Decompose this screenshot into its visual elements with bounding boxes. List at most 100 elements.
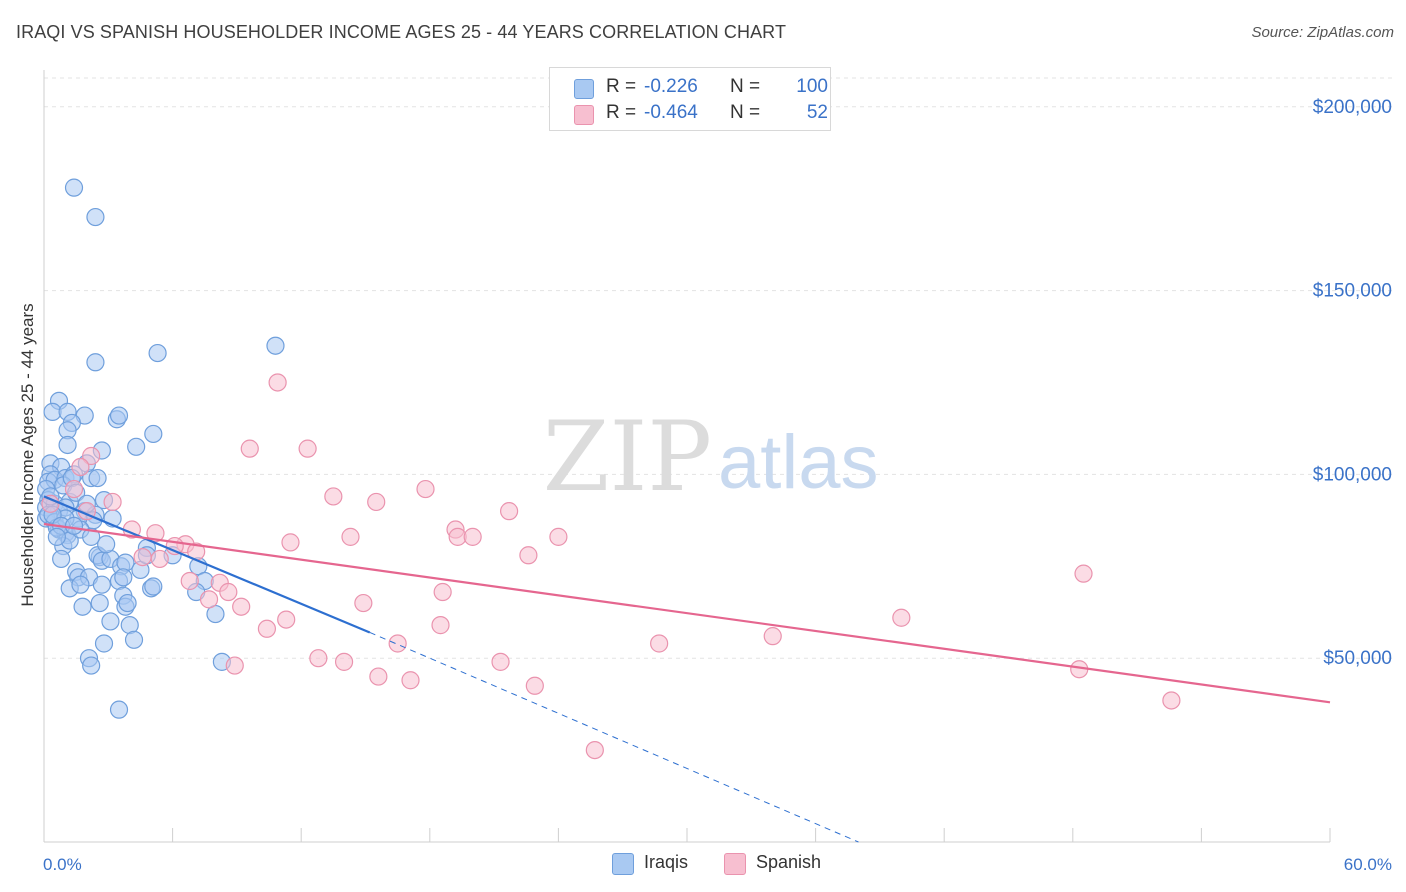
- legend-r-label: R =: [606, 102, 637, 123]
- y-axis-label: Householder Income Ages 25 - 44 years: [18, 303, 37, 607]
- y-tick-label: $200,000: [1313, 97, 1392, 118]
- legend-swatch-iraqis: [574, 79, 594, 99]
- legend-r-label: R =: [606, 76, 637, 97]
- spanish-point: [281, 533, 300, 552]
- iraqis-point: [71, 575, 90, 594]
- iraqis-point: [64, 516, 84, 535]
- iraqis-point: [82, 527, 101, 546]
- spanish-point: [431, 616, 450, 635]
- legend-r-value: -0.464: [644, 102, 698, 123]
- y-tick-labels: $50,000 $100,000 $150,000 $200,000: [1313, 97, 1392, 669]
- bottom-legend-swatch-spanish: [724, 853, 746, 875]
- spanish-point: [71, 457, 90, 477]
- spanish-point: [64, 479, 84, 499]
- spanish-point: [500, 502, 519, 521]
- spanish-point: [388, 634, 407, 653]
- spanish-trend-line: [43, 522, 1331, 704]
- spanish-point: [277, 610, 296, 629]
- iraqis-point: [97, 535, 116, 554]
- axes: [43, 70, 1331, 843]
- iraqis-point: [86, 353, 105, 372]
- spanish-point: [549, 527, 568, 546]
- legend-swatch-spanish: [574, 105, 594, 125]
- spanish-point: [1162, 691, 1181, 710]
- spanish-point: [1074, 564, 1093, 583]
- chart-source: Source: ZipAtlas.com: [1251, 24, 1394, 41]
- spanish-point: [416, 479, 435, 499]
- spanish-point: [150, 549, 169, 569]
- legend-n-value: 52: [806, 102, 828, 123]
- iraqis-point: [52, 549, 71, 569]
- spanish-point: [324, 487, 343, 506]
- iraqis-point: [144, 577, 163, 596]
- spanish-point: [298, 439, 317, 458]
- iraqis-point: [109, 406, 129, 425]
- spanish-point: [219, 582, 238, 602]
- legend-n-label: N =: [730, 102, 761, 123]
- spanish-point: [82, 446, 101, 466]
- spanish-point: [268, 373, 287, 392]
- iraqis-point: [94, 634, 114, 653]
- spanish-point: [257, 619, 277, 638]
- iraqis-point: [73, 597, 92, 616]
- iraqis-point: [109, 700, 129, 719]
- legend-n-label: N =: [730, 76, 761, 97]
- spanish-point: [463, 527, 482, 546]
- spanish-point: [341, 527, 360, 546]
- legend-r-value: -0.226: [644, 76, 698, 97]
- spanish-point: [892, 608, 911, 627]
- iraqis-point: [82, 656, 101, 675]
- iraqis-point: [114, 568, 133, 587]
- spanish-point: [309, 649, 328, 668]
- x-tick-label-min: 0.0%: [43, 855, 82, 874]
- trend-lines: [43, 495, 1331, 843]
- iraqis-point: [92, 575, 111, 594]
- watermark: ZIP atlas: [543, 401, 879, 513]
- iraqis-point: [144, 424, 163, 444]
- spanish-point: [180, 571, 199, 591]
- bottom-legend-label-spanish: Spanish: [756, 852, 822, 872]
- iraqis-point: [58, 435, 77, 455]
- spanish-point: [433, 582, 452, 602]
- chart-title: IRAQI VS SPANISH HOUSEHOLDER INCOME AGES…: [16, 22, 787, 42]
- spanish-point: [763, 627, 782, 646]
- spanish-point: [525, 676, 544, 695]
- spanish-point: [225, 656, 244, 675]
- iraqis-point: [90, 593, 109, 613]
- iraqis-trend-extension: [369, 631, 859, 843]
- spanish-point: [41, 494, 60, 513]
- spanish-point: [334, 652, 354, 671]
- iraqis-point: [148, 343, 167, 363]
- spanish-point: [240, 439, 259, 458]
- iraqis-point: [101, 612, 120, 631]
- iraqis-point: [64, 178, 84, 197]
- y-tick-label: $50,000: [1323, 648, 1392, 669]
- spanish-point: [133, 547, 152, 567]
- bottom-legend-swatch-iraqis: [612, 853, 634, 875]
- bottom-legend-label-iraqis: Iraqis: [644, 852, 689, 872]
- y-tick-label: $100,000: [1313, 464, 1392, 485]
- spanish-point: [103, 492, 122, 512]
- spanish-point: [519, 546, 538, 565]
- grid-lines: [44, 77, 1392, 659]
- watermark-atlas: atlas: [718, 420, 879, 505]
- iraqis-point: [86, 207, 105, 227]
- iraqis-point: [124, 630, 144, 649]
- stats-legend: R = -0.226 N = 100 R = -0.464 N = 52: [549, 67, 831, 131]
- iraqis-point: [88, 468, 107, 488]
- iraqis-point: [266, 336, 285, 355]
- iraqis-point: [127, 437, 146, 456]
- spanish-point: [369, 667, 388, 686]
- legend-n-value: 100: [796, 76, 828, 97]
- spanish-point: [401, 671, 420, 690]
- spanish-point: [354, 593, 373, 613]
- iraqis-trend-line: [43, 495, 371, 634]
- spanish-point: [232, 597, 251, 616]
- spanish-point: [585, 740, 604, 760]
- spanish-point: [199, 590, 219, 609]
- spanish-point: [146, 524, 165, 543]
- watermark-zip: ZIP: [543, 401, 712, 513]
- spanish-point: [491, 652, 510, 671]
- y-tick-label: $150,000: [1313, 281, 1392, 302]
